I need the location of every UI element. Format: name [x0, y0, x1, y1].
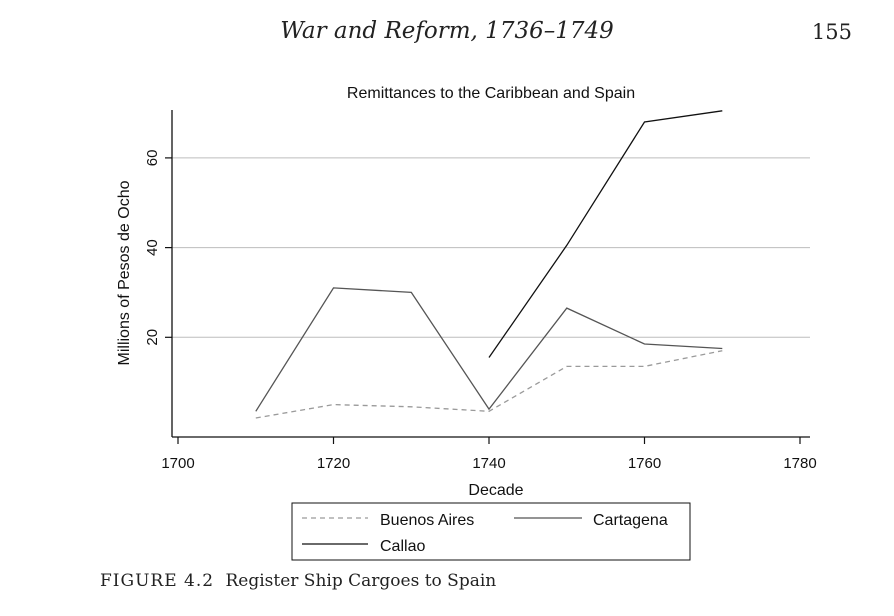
chart-title: Remittances to the Caribbean and Spain [347, 85, 635, 102]
x-axis-label: Decade [468, 482, 523, 499]
legend-box [291, 502, 691, 561]
figure-caption: FIGURE 4.2 Register Ship Cargoes to Spai… [100, 571, 496, 591]
y-tick-label-60: 60 [144, 150, 161, 167]
page-number: 155 [811, 20, 852, 44]
series-line-cartagena [255, 287, 723, 412]
legend-label-cartagena: Cartagena [593, 512, 668, 529]
y-tick-label-20: 20 [144, 329, 161, 346]
line-chart: Remittances to the Caribbean and Spain 1… [116, 85, 817, 561]
y-axis-label: Millions of Pesos de Ocho [116, 180, 133, 365]
x-tick-label-1780: 1780 [783, 455, 816, 472]
y-ticks: 20 40 60 [144, 150, 172, 346]
x-tick-label-1740: 1740 [472, 455, 505, 472]
gridlines [172, 157, 810, 338]
x-tick-label-1700: 1700 [161, 455, 194, 472]
series-line-buenos-aires [255, 350, 723, 419]
axes [171, 110, 810, 438]
figure-caption-text: Register Ship Cargoes to Spain [225, 571, 497, 591]
series-line-callao [488, 110, 723, 358]
legend-label-buenos-aires: Buenos Aires [380, 512, 474, 529]
x-tick-label-1760: 1760 [628, 455, 661, 472]
running-header-title: War and Reform, 1736–1749 [280, 18, 614, 44]
x-ticks: 1700 1720 1740 1760 1780 [161, 437, 817, 472]
y-tick-label-40: 40 [144, 239, 161, 256]
x-tick-label-1720: 1720 [317, 455, 350, 472]
figure-label: FIGURE 4.2 [100, 571, 215, 591]
legend: Buenos Aires Cartagena Callao [291, 502, 691, 561]
legend-label-callao: Callao [380, 538, 425, 555]
series-lines [255, 110, 723, 419]
